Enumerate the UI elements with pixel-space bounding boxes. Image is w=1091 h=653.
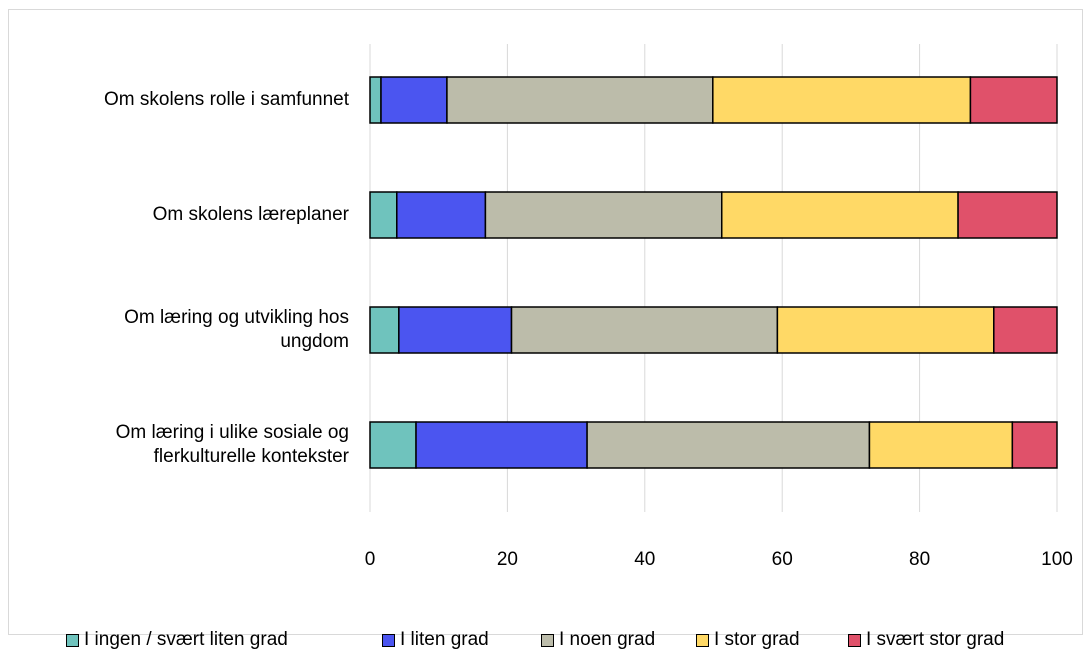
legend-item: I liten grad <box>382 629 489 651</box>
bar-segment <box>369 191 398 239</box>
legend: I ingen / svært liten grad I liten grad … <box>0 629 1091 653</box>
bar-segment <box>380 76 448 124</box>
bar-segment <box>1011 421 1058 469</box>
legend-item: I noen grad <box>541 629 655 651</box>
legend-label: I svært stor grad <box>866 629 1005 650</box>
legend-swatch <box>696 633 709 647</box>
legend-label: I noen grad <box>559 629 656 650</box>
category-label: Om skolens læreplaner <box>152 204 349 225</box>
bar-segment <box>586 421 871 469</box>
bar-segment <box>712 76 972 124</box>
legend-label: I stor grad <box>714 629 800 650</box>
bar-segment <box>369 421 417 469</box>
bar-segment <box>398 306 513 354</box>
bar-segment <box>446 76 714 124</box>
bar-segment <box>484 191 723 239</box>
category-label: Om skolens rolle i samfunnet <box>104 89 349 110</box>
legend-label: I liten grad <box>400 629 489 650</box>
legend-swatch <box>541 633 554 647</box>
x-tick-label: 40 <box>634 549 655 570</box>
category-label: Om læring i ulike sosiale og flerkulture… <box>115 422 349 467</box>
x-tick-label: 20 <box>497 549 518 570</box>
legend-label: I ingen / svært liten grad <box>84 629 288 650</box>
legend-item: I svært stor grad <box>848 629 1004 651</box>
x-tick-label: 80 <box>909 549 930 570</box>
bar-segment <box>369 76 382 124</box>
bar-segment <box>868 421 1014 469</box>
bar-segment <box>369 306 400 354</box>
legend-swatch <box>382 633 395 647</box>
bar-segment <box>510 306 779 354</box>
legend-item: I ingen / svært liten grad <box>66 629 288 651</box>
bar-segment <box>396 191 487 239</box>
legend-swatch <box>848 633 861 647</box>
bar-segment <box>969 76 1058 124</box>
bar-segment <box>776 306 995 354</box>
legend-item: I stor grad <box>696 629 800 651</box>
x-tick-label: 0 <box>365 549 376 570</box>
legend-swatch <box>66 633 79 647</box>
category-label: Om læring og utvikling hos ungdom <box>124 307 349 352</box>
bar-segment <box>957 191 1058 239</box>
bar-segment <box>993 306 1058 354</box>
x-tick-label: 60 <box>772 549 793 570</box>
bars <box>369 76 1058 469</box>
bar-segment <box>415 421 588 469</box>
x-axis-tick-labels: 0 20 40 60 80 100 <box>365 549 1073 570</box>
x-tick-label: 100 <box>1041 549 1073 570</box>
bar-segment <box>720 191 959 239</box>
